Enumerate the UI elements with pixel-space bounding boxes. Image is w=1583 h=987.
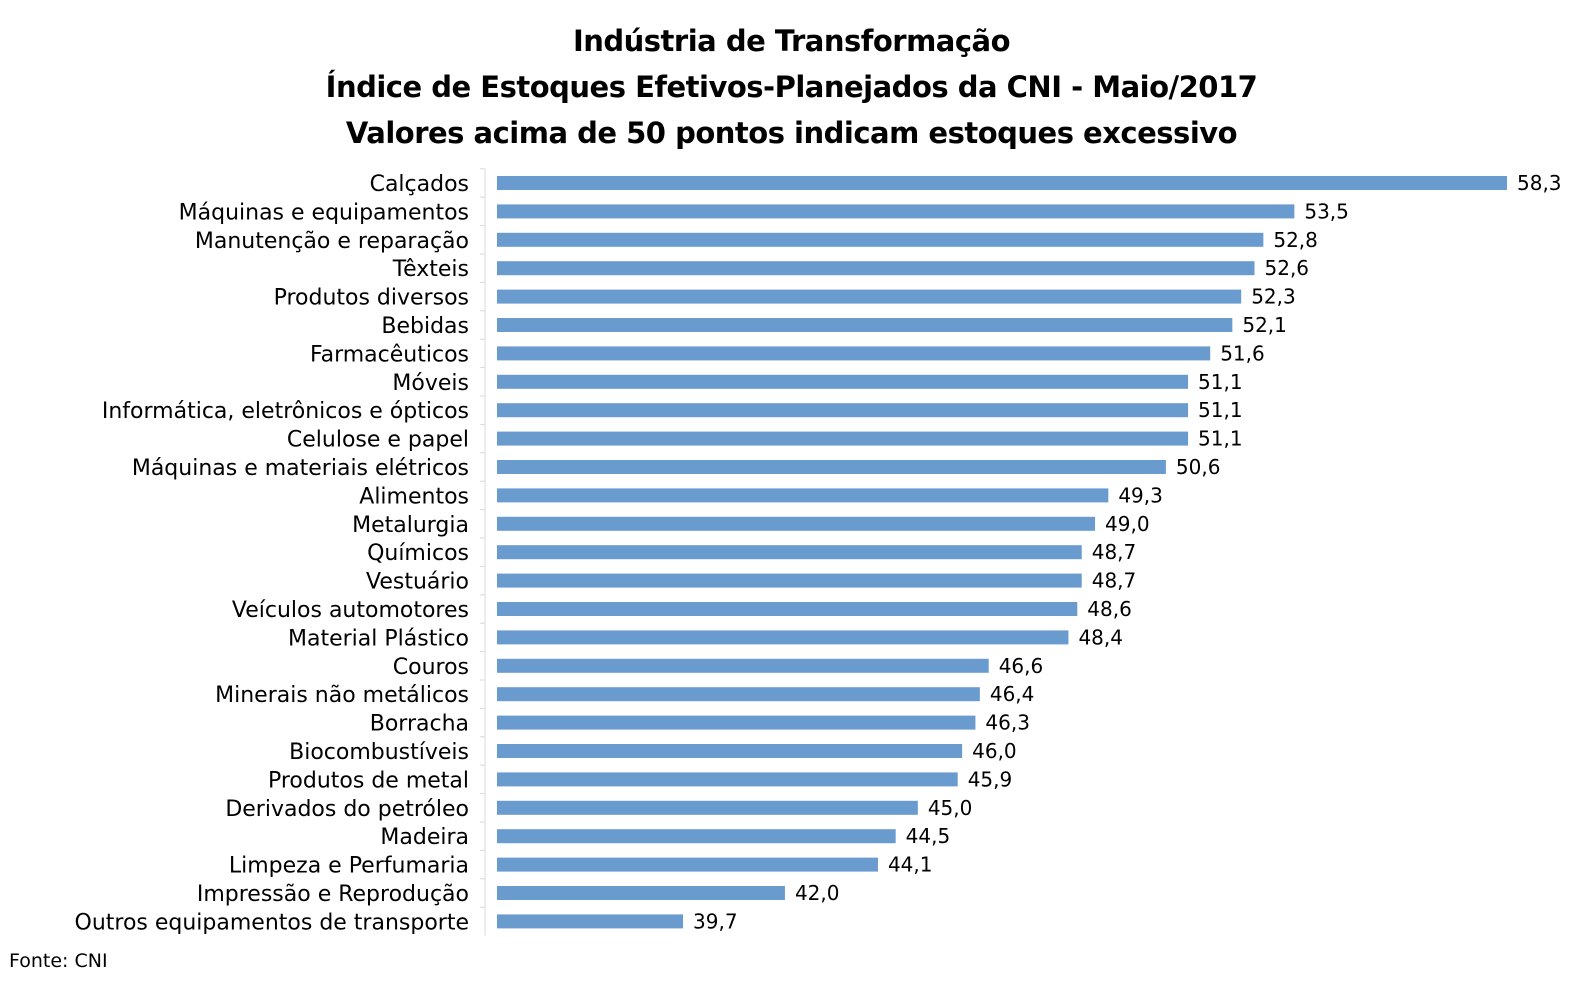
bar (497, 658, 989, 673)
chart-subtitle-note: Valores acima de 50 pontos indicam estoq… (345, 116, 1238, 150)
category-label: Vestuário (366, 570, 469, 595)
bar (497, 687, 980, 702)
value-label: 46,4 (990, 682, 1035, 706)
bar (497, 232, 1264, 247)
category-label: Biocombustíveis (289, 740, 469, 765)
bar (497, 602, 1078, 616)
chart-title: Indústria de Transformação (572, 24, 1011, 58)
category-label: Alimentos (359, 484, 469, 509)
bar (497, 289, 1242, 304)
value-label: 52,1 (1242, 313, 1287, 337)
category-label: Móveis (392, 371, 469, 396)
value-label: 42,0 (795, 881, 840, 905)
value-label: 46,3 (985, 711, 1030, 735)
value-label: 46,6 (999, 654, 1044, 678)
bar (497, 204, 1295, 219)
category-label: Veículos automotores (232, 598, 469, 623)
value-label: 49,3 (1118, 483, 1163, 507)
value-label: 52,8 (1273, 228, 1318, 252)
bar (497, 403, 1189, 418)
bar (497, 573, 1082, 588)
value-label: 48,7 (1092, 569, 1137, 593)
category-label: Couros (393, 655, 469, 680)
bar (497, 431, 1189, 446)
value-label: 45,0 (928, 796, 973, 820)
value-label: 48,4 (1078, 625, 1123, 649)
bar (497, 744, 963, 758)
source-note: Fonte: CNI (9, 950, 108, 972)
category-label: Calçados (370, 172, 469, 197)
value-label: 53,5 (1304, 199, 1349, 223)
category-label: Madeira (380, 825, 469, 850)
value-label: 49,0 (1105, 512, 1150, 536)
category-label: Bebidas (381, 314, 469, 339)
value-label: 52,6 (1265, 256, 1310, 280)
bar (497, 488, 1109, 503)
category-label: Metalurgia (352, 513, 469, 538)
bar (497, 545, 1082, 560)
category-label: Borracha (370, 712, 469, 737)
bar (497, 715, 976, 730)
category-label: Impressão e Reprodução (197, 882, 469, 907)
category-label: Minerais não metálicos (215, 683, 469, 708)
value-label: 52,3 (1251, 285, 1296, 309)
category-label: Informática, eletrônicos e ópticos (102, 399, 469, 424)
bar (497, 460, 1166, 474)
category-label: Farmacêuticos (310, 342, 469, 367)
category-label: Produtos de metal (268, 768, 469, 793)
category-label: Limpeza e Perfumaria (229, 854, 469, 879)
bar (497, 516, 1096, 531)
bar (497, 318, 1233, 332)
value-label: 50,6 (1176, 455, 1221, 479)
value-label: 51,1 (1198, 427, 1243, 451)
category-label: Produtos diversos (274, 286, 469, 311)
value-label: 44,5 (906, 824, 951, 848)
bar (497, 772, 958, 787)
chart-title-block: Indústria de Transformação Índice de Est… (0, 18, 1583, 156)
value-label: 51,1 (1198, 398, 1243, 422)
category-label: Químicos (367, 541, 469, 566)
bar (497, 261, 1255, 276)
value-label: 46,0 (972, 739, 1017, 763)
bar (497, 914, 684, 929)
bar (497, 829, 896, 844)
chart-subtitle: Índice de Estoques Efetivos-Planejados d… (325, 70, 1258, 104)
value-label: 45,9 (968, 767, 1013, 791)
value-label: 51,1 (1198, 370, 1243, 394)
value-label: 39,7 (693, 909, 738, 933)
bar (497, 374, 1189, 389)
category-label: Derivados do petróleo (225, 797, 469, 822)
category-label: Máquinas e materiais elétricos (132, 456, 469, 481)
category-label: Material Plástico (288, 626, 469, 651)
category-label: Têxteis (392, 257, 469, 282)
bar (497, 857, 878, 872)
value-label: 44,1 (888, 853, 933, 877)
value-label: 58,3 (1517, 171, 1562, 195)
value-label: 48,7 (1092, 540, 1137, 564)
bar (497, 800, 918, 815)
value-label: 48,6 (1087, 597, 1132, 621)
category-label: Máquinas e equipamentos (179, 200, 469, 225)
bar (497, 886, 785, 900)
category-label: Outros equipamentos de transporte (75, 910, 470, 935)
category-label: Celulose e papel (287, 428, 469, 453)
bar (497, 176, 1507, 190)
bar (497, 630, 1069, 645)
category-label: Manutenção e reparação (195, 229, 469, 254)
bar (497, 346, 1211, 361)
value-label: 51,6 (1220, 341, 1265, 365)
